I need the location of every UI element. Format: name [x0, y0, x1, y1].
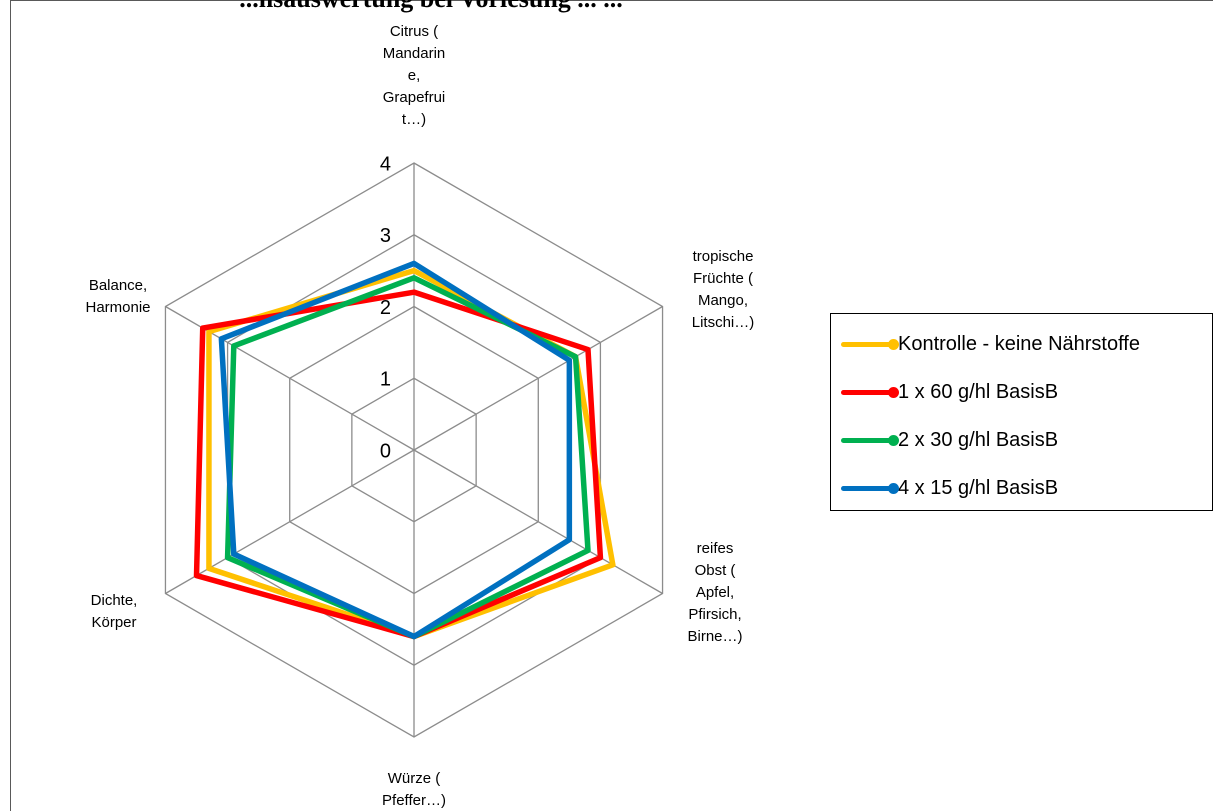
tick-label: 1 [380, 369, 391, 391]
radar-chart: 0 1 2 3 4 Citrus (Mandarin e, Grapefrui t…) tropi… [85, 23, 754, 809]
legend-swatch [841, 386, 899, 398]
legend-label: 2 x 30 g/hl BasisB [898, 428, 1059, 451]
legend-item: 1 x 60 g/hl BasisB [841, 377, 1058, 407]
category-label-3: Würze (Pfeffer…) [382, 770, 446, 809]
tick-label: 2 [380, 297, 391, 319]
legend-item: Kontrolle - keine Nährstoffe [841, 329, 1140, 359]
legend-item: 4 x 15 g/hl BasisB [841, 473, 1058, 503]
tick-label: 0 [380, 440, 391, 462]
tick-label: 4 [380, 153, 391, 175]
radar-series [193, 260, 616, 640]
chart-legend: Kontrolle - keine Nährstoffe 1 x 60 g/hl … [830, 313, 1213, 511]
legend-swatch [841, 338, 899, 350]
radar-labels: 0 1 2 3 4 Citrus (Mandarin e, Grapefrui t…) tropi… [85, 23, 754, 809]
radar-grid [164, 162, 664, 738]
series-line-3 [218, 260, 573, 640]
category-label-4: Dichte, Körper [91, 592, 138, 631]
spoke-1 [413, 305, 663, 451]
category-label-2: reifes Obst (Apfel, Pfirsich, Birne…) [687, 540, 742, 645]
category-label-1: tropische Früchte (Mango, Litschi…) [692, 248, 755, 331]
chart-title: ...nsauswertung bei Vorlesung ... ... [11, 0, 851, 14]
legend-swatch [841, 482, 899, 494]
category-label-0: Citrus (Mandarin e, Grapefrui t…) [383, 23, 446, 128]
legend-item: 2 x 30 g/hl BasisB [841, 425, 1058, 455]
chart-area: ...nsauswertung bei Vorlesung ... ... 0 1… [10, 0, 1213, 811]
legend-label: 4 x 15 g/hl BasisB [898, 476, 1059, 499]
category-label-5: Balance, Harmonie [85, 277, 150, 316]
legend-label: 1 x 60 g/hl BasisB [898, 380, 1059, 403]
spoke-2 [413, 449, 663, 595]
tick-label: 3 [380, 225, 391, 247]
legend-label: Kontrolle - keine Nährstoffe [898, 332, 1140, 355]
legend-swatch [841, 434, 899, 446]
